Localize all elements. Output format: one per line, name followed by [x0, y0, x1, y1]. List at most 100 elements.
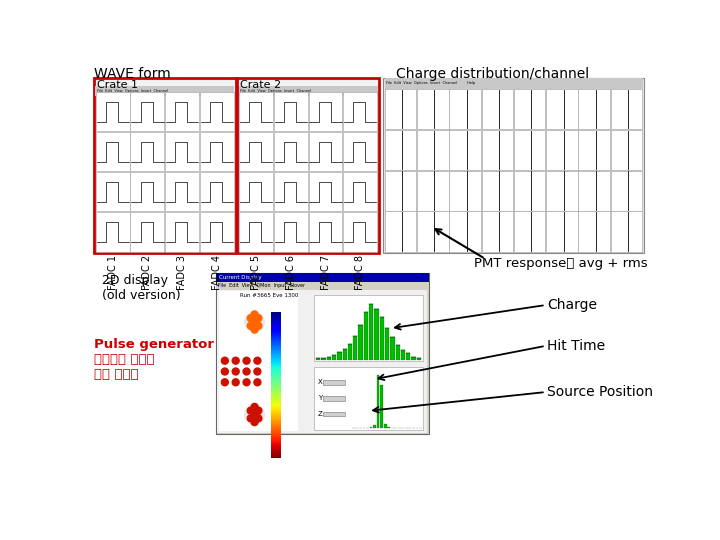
- Text: Current Display: Current Display: [219, 275, 261, 280]
- Bar: [359, 325, 363, 360]
- Bar: [327, 356, 331, 360]
- Bar: [374, 308, 379, 360]
- Circle shape: [243, 379, 250, 386]
- Circle shape: [254, 357, 261, 364]
- Bar: [611, 130, 642, 170]
- Bar: [239, 92, 273, 131]
- Bar: [385, 212, 416, 252]
- Bar: [411, 356, 415, 360]
- Circle shape: [247, 322, 254, 329]
- Circle shape: [255, 415, 262, 422]
- Text: File  Edit  View  QMon  Input  Clover: File Edit View QMon Input Clover: [218, 284, 305, 288]
- Bar: [274, 172, 307, 212]
- Text: X: X: [318, 380, 323, 386]
- Bar: [337, 352, 341, 360]
- Bar: [546, 89, 577, 129]
- Bar: [165, 92, 199, 131]
- Bar: [274, 212, 307, 252]
- Bar: [309, 132, 343, 171]
- Bar: [385, 328, 390, 360]
- Bar: [353, 336, 357, 360]
- Bar: [385, 171, 416, 211]
- Bar: [380, 386, 383, 428]
- Bar: [165, 212, 199, 252]
- Bar: [332, 355, 336, 360]
- Bar: [314, 295, 423, 361]
- Bar: [578, 212, 610, 252]
- Bar: [316, 358, 320, 360]
- Bar: [94, 78, 235, 253]
- Circle shape: [254, 368, 261, 375]
- Bar: [200, 172, 234, 212]
- Bar: [401, 350, 405, 360]
- Bar: [578, 89, 610, 129]
- Bar: [215, 273, 428, 282]
- Circle shape: [245, 405, 264, 424]
- Bar: [274, 132, 307, 171]
- Bar: [200, 212, 234, 252]
- Bar: [395, 345, 400, 360]
- Bar: [364, 312, 368, 360]
- Bar: [514, 89, 546, 129]
- Text: FADC 3: FADC 3: [177, 255, 187, 290]
- Text: Crate 2: Crate 2: [240, 80, 282, 90]
- Bar: [217, 289, 427, 433]
- Bar: [578, 130, 610, 170]
- Bar: [314, 367, 423, 430]
- Text: Charge: Charge: [547, 298, 598, 312]
- Bar: [343, 348, 347, 360]
- Circle shape: [243, 368, 250, 375]
- Text: Source Position: Source Position: [547, 385, 653, 399]
- Bar: [482, 130, 513, 170]
- Text: FADC 7: FADC 7: [320, 255, 330, 290]
- Text: Crate 1: Crate 1: [97, 80, 138, 90]
- Bar: [219, 291, 299, 431]
- Text: Y: Y: [318, 395, 322, 401]
- Bar: [239, 132, 273, 171]
- Circle shape: [254, 379, 261, 386]
- Circle shape: [233, 368, 239, 375]
- Bar: [449, 212, 481, 252]
- Bar: [449, 89, 481, 129]
- Bar: [546, 171, 577, 211]
- Bar: [200, 132, 234, 171]
- Text: Hit Time: Hit Time: [547, 339, 606, 353]
- Bar: [482, 89, 513, 129]
- Bar: [96, 212, 130, 252]
- Circle shape: [247, 407, 254, 414]
- Circle shape: [251, 403, 258, 410]
- Bar: [514, 130, 546, 170]
- Circle shape: [247, 315, 254, 322]
- Bar: [406, 353, 410, 360]
- Text: WAVE form: WAVE form: [94, 67, 171, 81]
- Bar: [611, 212, 642, 252]
- Bar: [96, 172, 130, 212]
- Bar: [373, 425, 376, 428]
- Bar: [165, 132, 199, 171]
- Circle shape: [243, 357, 250, 364]
- Bar: [215, 282, 428, 289]
- Bar: [449, 130, 481, 170]
- Text: FADC 5: FADC 5: [251, 255, 261, 290]
- Circle shape: [251, 326, 258, 333]
- Bar: [130, 132, 164, 171]
- Bar: [369, 427, 372, 428]
- Circle shape: [221, 379, 228, 386]
- Bar: [165, 172, 199, 212]
- Bar: [343, 92, 377, 131]
- Bar: [387, 427, 390, 428]
- Bar: [130, 92, 164, 131]
- Text: PMT response： avg + rms: PMT response： avg + rms: [474, 257, 647, 271]
- Bar: [384, 424, 387, 428]
- Text: 2D display
(old version): 2D display (old version): [102, 274, 180, 302]
- Bar: [200, 92, 234, 131]
- Text: FADC 2: FADC 2: [143, 255, 153, 290]
- Bar: [309, 212, 343, 252]
- Bar: [239, 212, 273, 252]
- Bar: [417, 171, 449, 211]
- Bar: [343, 132, 377, 171]
- Circle shape: [255, 322, 262, 329]
- Bar: [238, 78, 379, 253]
- Text: File  Edit  View  Options  Insert  Channel: File Edit View Options Insert Channel: [97, 89, 168, 93]
- Bar: [274, 92, 307, 131]
